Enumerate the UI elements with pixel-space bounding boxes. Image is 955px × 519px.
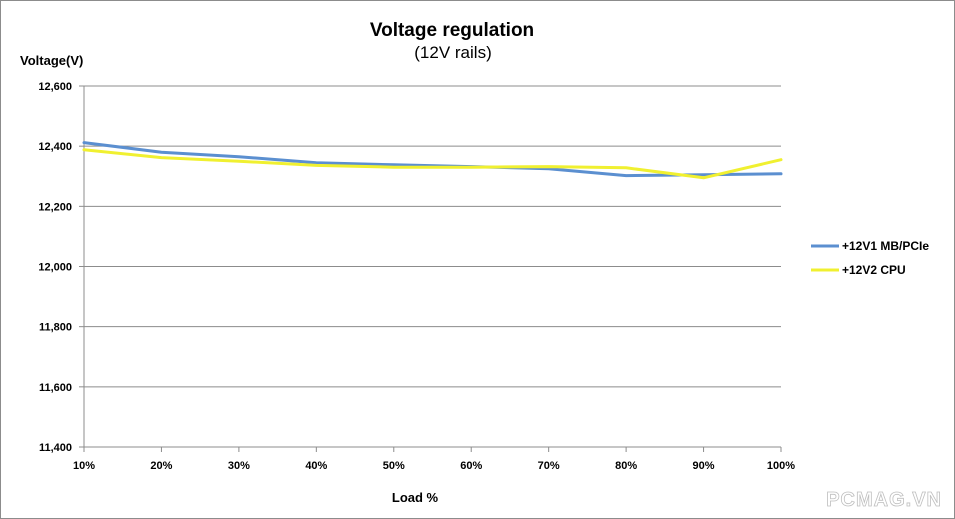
x-tick-label: 60% xyxy=(460,460,482,472)
legend-label: +12V1 MB/PCIe xyxy=(842,239,929,253)
axes: 11,400 11,600 11,800 12,000 12,200 12,400 12,6… xyxy=(38,81,795,472)
x-tick-label: 90% xyxy=(693,460,715,472)
chart-subtitle: (12V rails) xyxy=(414,43,491,62)
x-tick-label: 40% xyxy=(305,460,327,472)
y-axis-label: Voltage(V) xyxy=(20,53,83,68)
y-tick-label: 12,600 xyxy=(38,81,72,93)
x-tick-label: 70% xyxy=(538,460,560,472)
chart-title: Voltage regulation xyxy=(370,20,534,41)
x-tick-label: 20% xyxy=(150,460,172,472)
y-tick-label: 11,800 xyxy=(39,322,72,334)
series-line-2 xyxy=(82,148,783,180)
x-tick-label: 100% xyxy=(767,460,795,472)
x-tick-label: 50% xyxy=(383,460,405,472)
legend: +12V1 MB/PCIe +12V2 CPU xyxy=(811,239,929,277)
y-tick-label: 11,400 xyxy=(39,442,72,454)
y-tick-label: 11,600 xyxy=(39,382,72,394)
legend-label: +12V2 CPU xyxy=(842,263,906,277)
x-axis-label: Load % xyxy=(392,490,439,505)
gridlines xyxy=(84,85,781,388)
series-lines xyxy=(82,141,783,180)
y-tick-label: 12,400 xyxy=(38,141,72,153)
x-tick-label: 80% xyxy=(615,460,637,472)
y-tick-label: 12,000 xyxy=(38,262,72,274)
watermark-text: PCMAG.VN xyxy=(826,489,942,511)
x-tick-label: 10% xyxy=(73,460,95,472)
x-tick-label: 30% xyxy=(228,460,250,472)
y-tick-label: 12,200 xyxy=(38,201,72,213)
